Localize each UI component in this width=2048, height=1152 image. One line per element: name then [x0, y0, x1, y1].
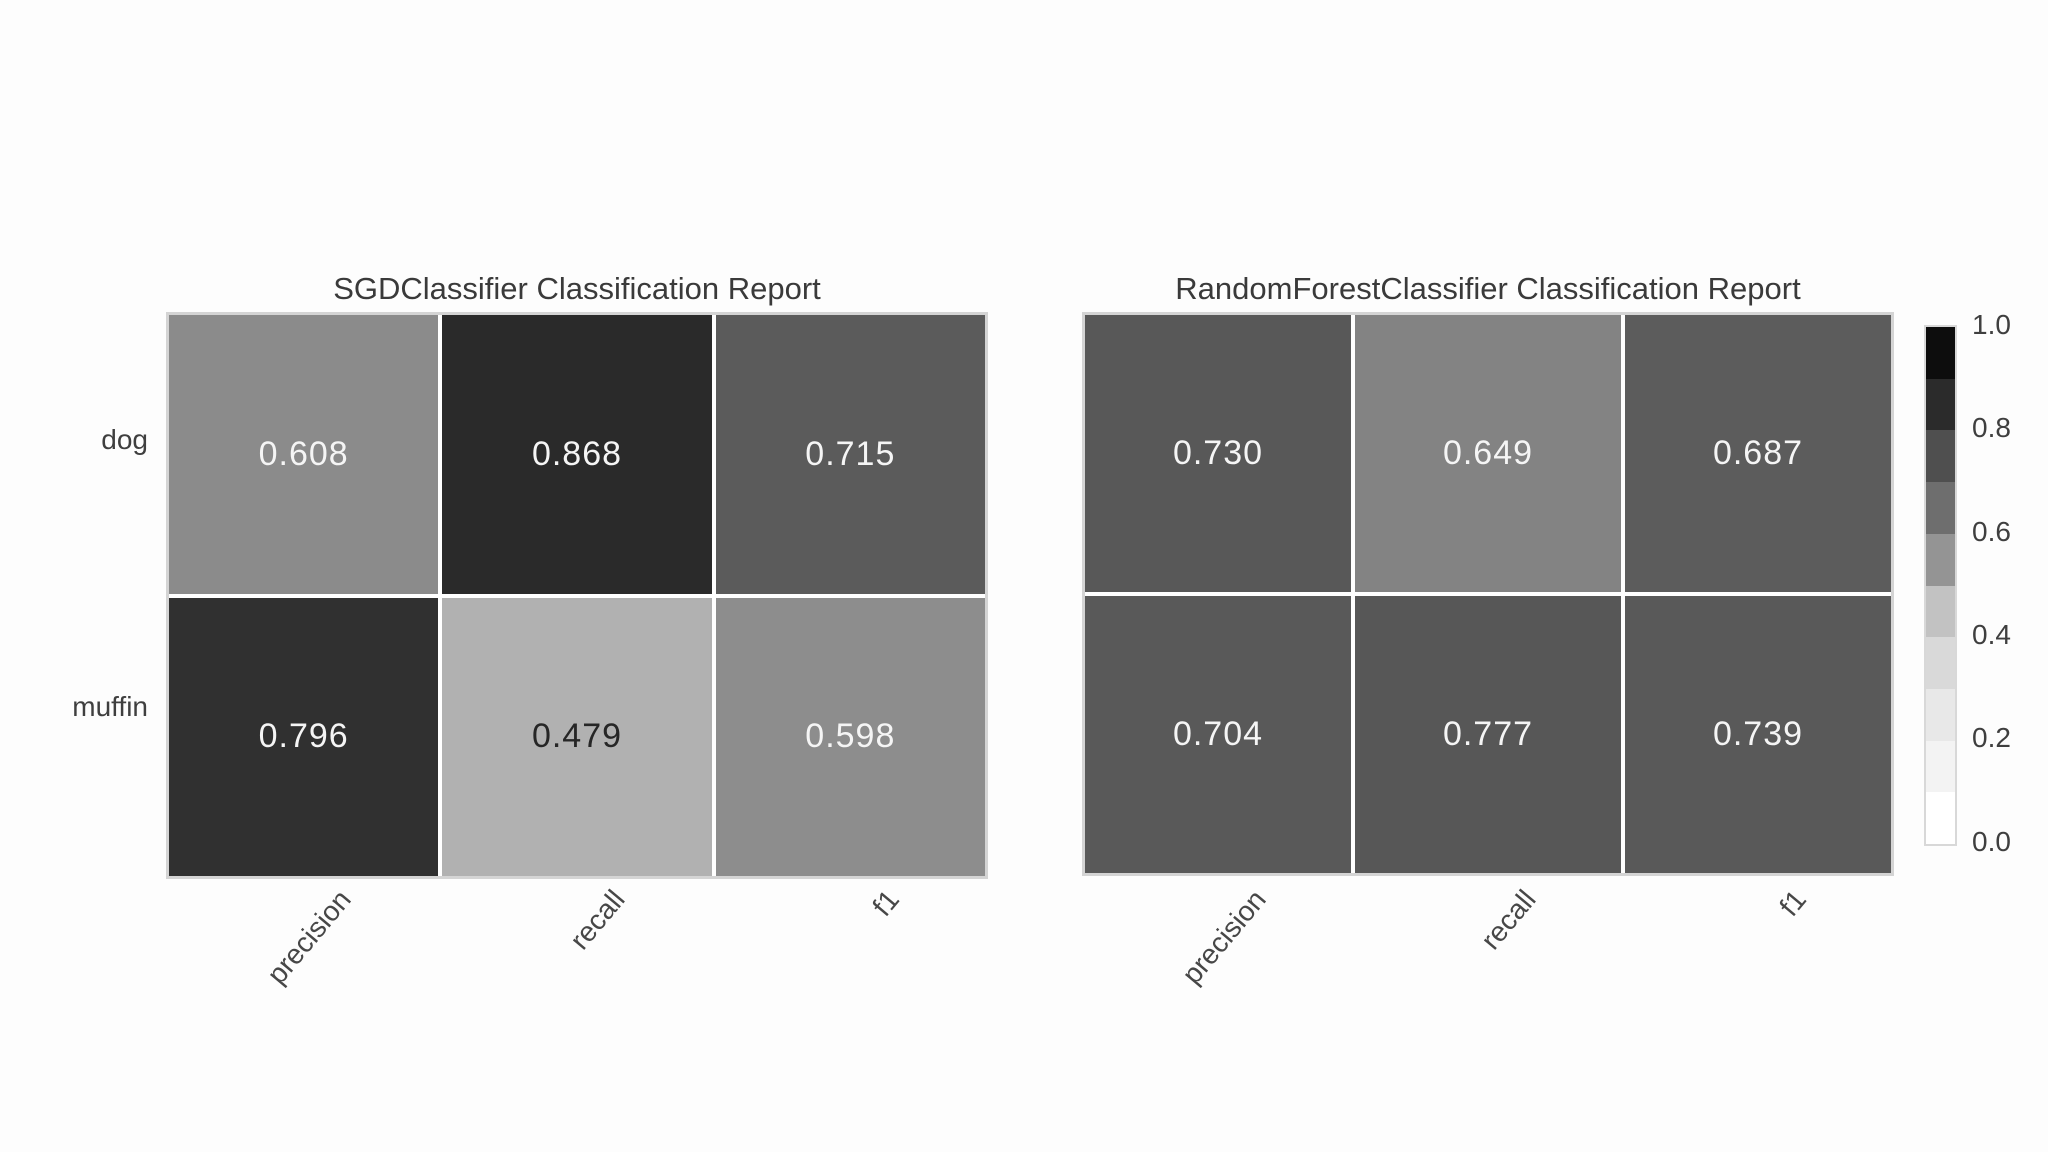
heatmap-cell-muffin-precision: 0.704	[1085, 596, 1351, 873]
colorbar-tick-0.2: 0.2	[1972, 722, 2011, 753]
colorbar-tick-1.0: 1.0	[1972, 309, 2011, 340]
colorbar-segment	[1926, 378, 1955, 431]
colorbar-segment	[1926, 482, 1955, 534]
colorbar-segment	[1926, 637, 1955, 689]
colorbar-tick-0.0: 0.0	[1972, 826, 2011, 857]
colorbar-tick-0.8: 0.8	[1972, 412, 2011, 443]
row-label-dog: dog	[101, 424, 148, 455]
heatmap-cell-muffin-f1: 0.598	[715, 597, 985, 876]
x-tick-label: precision	[260, 884, 357, 990]
colorbar	[1924, 325, 1957, 846]
heatmap-cell-muffin-recall: 0.777	[1355, 596, 1621, 873]
x-tick-label: f1	[865, 884, 905, 922]
heatmap-cell-dog-f1: 0.715	[715, 315, 985, 594]
heatmap-cell-muffin-precision: 0.796	[169, 597, 439, 876]
colorbar-segment	[1926, 327, 1955, 379]
colorbar-tick-0.6: 0.6	[1972, 516, 2011, 547]
x-tick-label: precision	[1175, 884, 1272, 990]
colorbar-segment	[1926, 585, 1955, 638]
heatmap-cell-muffin-recall: 0.479	[442, 597, 712, 876]
colorbar-segment	[1926, 688, 1955, 741]
row-label-muffin: muffin	[72, 691, 148, 722]
colorbar-tick-0.4: 0.4	[1972, 619, 2011, 650]
heatmap-cell-dog-recall: 0.868	[442, 315, 712, 594]
sgd-heatmap-grid: 0.608 0.868 0.715 0.796 0.479 0.598	[166, 312, 988, 879]
sgd-chart-title: SGDClassifier Classification Report	[333, 271, 821, 306]
randomforest-chart-title: RandomForestClassifier Classification Re…	[1175, 271, 1801, 306]
heatmap-cell-dog-recall: 0.649	[1355, 315, 1621, 592]
colorbar-segment	[1926, 533, 1955, 586]
heatmap-cell-dog-f1: 0.687	[1625, 315, 1891, 592]
heatmap-cell-muffin-f1: 0.739	[1625, 596, 1891, 873]
heatmap-cell-dog-precision: 0.608	[169, 315, 439, 594]
x-tick-label: recall	[563, 884, 631, 956]
randomforest-heatmap-grid: 0.730 0.649 0.687 0.704 0.777 0.739	[1082, 312, 1894, 876]
colorbar-segment	[1926, 740, 1955, 793]
x-tick-label: f1	[1772, 884, 1812, 922]
x-tick-label: recall	[1474, 884, 1542, 956]
colorbar-segment	[1926, 792, 1955, 845]
colorbar-segment	[1926, 430, 1955, 483]
heatmap-cell-dog-precision: 0.730	[1085, 315, 1351, 592]
